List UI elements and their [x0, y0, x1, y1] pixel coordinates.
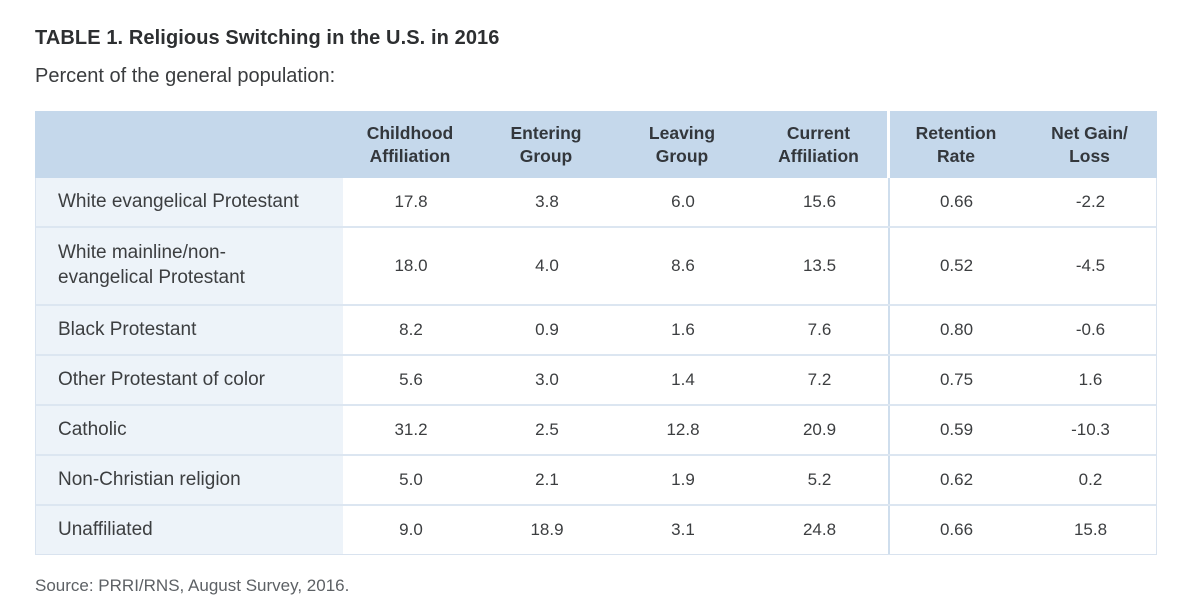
header-entering-group: Entering Group	[510, 123, 582, 166]
cell-entering-group: 0.9	[535, 320, 559, 339]
cell-retention-rate: 0.80	[888, 306, 1023, 354]
table-row: Other Protestant of color 5.6 3.0 1.4 7.…	[36, 354, 1156, 404]
table-header-row: Childhood Affiliation Entering Group Lea…	[35, 111, 1157, 178]
cell-entering-group: 2.1	[535, 470, 559, 489]
religious-switching-table: Childhood Affiliation Entering Group Lea…	[35, 111, 1157, 555]
row-label: White evangelical Protestant	[36, 178, 343, 226]
cell-retention-rate: 0.66	[888, 178, 1023, 226]
cell-childhood-affiliation: 5.0	[399, 470, 423, 489]
cell-net-gain-loss: 15.8	[1073, 520, 1108, 539]
row-label: Black Protestant	[36, 306, 343, 354]
cell-childhood-affiliation: 8.2	[399, 320, 423, 339]
table-body: White evangelical Protestant 17.8 3.8 6.…	[35, 178, 1157, 555]
cell-entering-group: 2.5	[535, 420, 559, 439]
cell-current-affiliation: 24.8	[802, 520, 837, 539]
header-corner-cell	[35, 111, 342, 178]
row-label: Catholic	[36, 406, 343, 454]
table-row: Black Protestant 8.2 0.9 1.6 7.6 0.80 -0…	[36, 304, 1156, 354]
table-row: Non-Christian religion 5.0 2.1 1.9 5.2 0…	[36, 454, 1156, 504]
cell-entering-group: 18.9	[530, 520, 564, 539]
cell-net-gain-loss: -4.5	[1075, 256, 1106, 275]
row-label: White mainline/non- evangelical Protesta…	[36, 228, 343, 304]
table-row: Catholic 31.2 2.5 12.8 20.9 0.59 -10.3	[36, 404, 1156, 454]
cell-retention-rate: 0.75	[888, 356, 1023, 404]
cell-net-gain-loss: -10.3	[1071, 420, 1110, 439]
table-row: White mainline/non- evangelical Protesta…	[36, 226, 1156, 304]
cell-current-affiliation: 13.5	[802, 256, 837, 275]
row-label: Other Protestant of color	[36, 356, 343, 404]
cell-current-affiliation: 5.2	[807, 470, 832, 489]
cell-leaving-group: 1.4	[671, 370, 695, 389]
cell-current-affiliation: 7.6	[807, 320, 832, 339]
cell-current-affiliation: 20.9	[802, 420, 837, 439]
cell-leaving-group: 1.9	[671, 470, 695, 489]
cell-leaving-group: 1.6	[671, 320, 695, 339]
cell-entering-group: 3.8	[535, 192, 559, 211]
cell-childhood-affiliation: 31.2	[394, 420, 428, 439]
cell-retention-rate: 0.59	[888, 406, 1023, 454]
header-current-affiliation: Current Affiliation	[778, 123, 859, 166]
cell-retention-rate: 0.66	[888, 506, 1023, 554]
source-note: Source: PRRI/RNS, August Survey, 2016.	[35, 576, 350, 595]
cell-leaving-group: 3.1	[671, 520, 695, 539]
cell-childhood-affiliation: 18.0	[394, 256, 428, 275]
cell-leaving-group: 6.0	[671, 192, 695, 211]
table-row: White evangelical Protestant 17.8 3.8 6.…	[36, 178, 1156, 226]
cell-childhood-affiliation: 5.6	[399, 370, 423, 389]
cell-net-gain-loss: 0.2	[1078, 470, 1103, 489]
cell-current-affiliation: 15.6	[802, 192, 837, 211]
cell-net-gain-loss: -2.2	[1075, 192, 1106, 211]
cell-net-gain-loss: 1.6	[1078, 370, 1103, 389]
header-net-gain-loss: Net Gain/ Loss	[1051, 123, 1128, 166]
table-subtitle: Percent of the general population:	[35, 65, 336, 87]
cell-retention-rate: 0.52	[888, 228, 1023, 304]
row-label: Unaffiliated	[36, 506, 343, 554]
cell-net-gain-loss: -0.6	[1075, 320, 1106, 339]
cell-current-affiliation: 7.2	[807, 370, 832, 389]
header-childhood-affiliation: Childhood Affiliation	[366, 123, 454, 166]
table-row: Unaffiliated 9.0 18.9 3.1 24.8 0.66 15.8	[36, 504, 1156, 554]
row-label: Non-Christian religion	[36, 456, 343, 504]
header-retention-rate: Retention Rate	[887, 111, 1022, 178]
cell-leaving-group: 8.6	[671, 256, 695, 275]
cell-retention-rate: 0.62	[888, 456, 1023, 504]
cell-entering-group: 4.0	[535, 256, 559, 275]
table-title: TABLE 1. Religious Switching in the U.S.…	[35, 27, 500, 49]
cell-childhood-affiliation: 17.8	[394, 192, 428, 211]
cell-leaving-group: 12.8	[666, 420, 700, 439]
header-leaving-group: Leaving Group	[648, 123, 716, 166]
cell-entering-group: 3.0	[535, 370, 559, 389]
cell-childhood-affiliation: 9.0	[399, 520, 423, 539]
